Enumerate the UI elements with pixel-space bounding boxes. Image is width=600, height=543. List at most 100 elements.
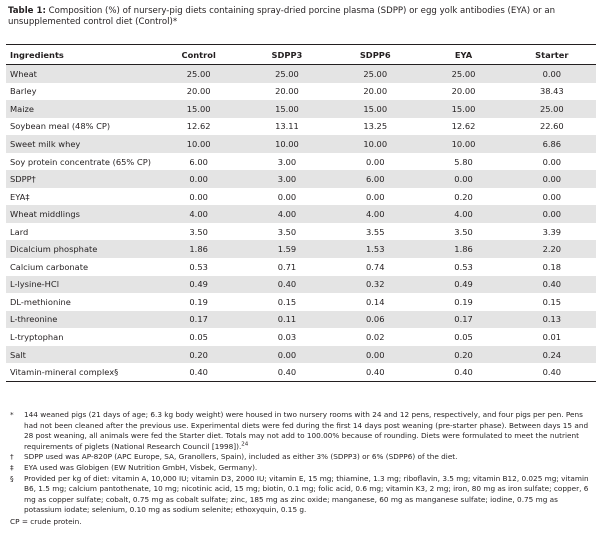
value-cell: 4.00 [331, 205, 420, 223]
table-row: EYA‡ 0.00 0.00 0.00 0.20 0.00 [6, 188, 596, 206]
value-cell: 25.00 [419, 64, 508, 83]
table-caption: Table 1: Composition (%) of nursery-pig … [8, 6, 596, 28]
column-header-sdpp6: SDPP6 [331, 44, 420, 65]
table-row: Wheat 25.00 25.00 25.00 25.00 0.00 [6, 64, 596, 83]
ingredient-label: SDPP† [6, 170, 155, 188]
table-row: Wheat middlings 4.00 4.00 4.00 4.00 0.00 [6, 205, 596, 223]
footnote: ‡ EYA used was Globigen (EW Nutrition Gmb… [8, 463, 592, 474]
value-cell: 0.20 [419, 345, 508, 364]
value-cell: 4.00 [419, 205, 508, 223]
value-cell: 0.24 [507, 345, 596, 364]
table-row: L-threonine 0.17 0.11 0.06 0.17 0.13 [6, 310, 596, 329]
table-row: SDPP† 0.00 3.00 6.00 0.00 0.00 [6, 170, 596, 188]
column-header-starter: Starter [507, 44, 596, 65]
value-cell: 20.00 [451, 86, 476, 97]
table-row: Salt 0.20 0.00 0.00 0.20 0.24 [6, 345, 596, 364]
value-cell: 0.53 [454, 261, 473, 272]
ingredient-label: Lard [10, 226, 29, 237]
value-cell: 0.05 [189, 331, 208, 342]
value-cell: 0.53 [189, 261, 208, 272]
value-cell: 15.00 [242, 100, 332, 118]
value-cell: 0.00 [507, 170, 596, 188]
value-cell: 15.00 [331, 100, 420, 118]
ingredient-label: Soy protein concentrate (65% CP) [10, 156, 151, 167]
table-caption-text: Composition (%) of nursery-pig diets con… [8, 6, 556, 27]
value-cell: 0.14 [366, 296, 385, 307]
footnote-text: Provided per kg of diet: vitamin A, 10,0… [24, 473, 589, 515]
value-cell: 3.39 [542, 226, 562, 237]
value-cell: 0.03 [277, 331, 297, 342]
value-cell: 0.17 [419, 310, 508, 329]
value-cell: 0.05 [454, 331, 473, 342]
value-cell: 5.80 [454, 156, 473, 167]
ingredient-label: Wheat middlings [6, 205, 155, 223]
ingredient-label: L-lysine-HCl [6, 275, 155, 294]
footnote-symbol: † [10, 452, 14, 462]
ingredient-label: Salt [6, 345, 155, 364]
value-cell: 0.00 [366, 191, 385, 202]
value-cell: 6.00 [331, 170, 420, 188]
value-cell: 0.19 [189, 296, 208, 307]
value-cell: 13.11 [275, 121, 299, 132]
table-row: Maize 15.00 15.00 15.00 15.00 25.00 [6, 100, 596, 118]
ingredient-label: EYA‡ [10, 191, 30, 202]
value-cell: 3.50 [189, 226, 208, 237]
value-cell: 12.62 [451, 121, 476, 132]
table-row: Lard 3.50 3.50 3.55 3.50 3.39 [6, 223, 596, 241]
value-cell: 22.60 [539, 121, 564, 132]
value-cell: 15.00 [419, 100, 508, 118]
value-cell: 1.86 [419, 240, 508, 259]
footnote: § Provided per kg of diet: vitamin A, 10,… [8, 474, 592, 516]
table-caption-label: Table 1: [8, 6, 46, 16]
value-cell: 0.49 [419, 275, 508, 294]
table-row: Sweet milk whey 10.00 10.00 10.00 10.00 6.86 [6, 135, 596, 153]
ingredient-label: Soybean meal (48% CP) [10, 121, 111, 132]
value-cell: 0.00 [242, 345, 332, 364]
value-cell: 1.86 [154, 240, 243, 259]
table-header-row: Ingredients Control SDPP3 SDPP6 EYA Starter [6, 44, 596, 65]
value-cell: 4.00 [242, 205, 332, 223]
value-cell: 10.00 [154, 135, 243, 153]
ingredient-label: DL-methionine [10, 296, 71, 307]
value-cell: 25.00 [507, 100, 596, 118]
value-cell: 0.40 [419, 363, 508, 382]
value-cell: 0.40 [154, 363, 243, 382]
value-cell: 0.17 [154, 310, 243, 329]
value-cell: 3.00 [277, 156, 297, 167]
value-cell: 6.00 [189, 156, 208, 167]
table-row: L-lysine-HCl 0.49 0.40 0.32 0.49 0.40 [6, 275, 596, 294]
value-cell: 0.74 [366, 261, 385, 272]
ingredient-label: Barley [10, 86, 37, 97]
value-cell: 0.00 [277, 191, 297, 202]
value-cell: 1.53 [331, 240, 420, 259]
table-row: Barley 20.00 20.00 20.00 20.00 38.43 [6, 83, 596, 101]
value-cell: 20.00 [186, 86, 211, 97]
table-footnotes: * 144 weaned pigs (21 days of age; 6.3 kg… [8, 410, 592, 528]
value-cell: 0.49 [154, 275, 243, 294]
footnote-reference: 24 [241, 441, 249, 448]
composition-table: Ingredients Control SDPP3 SDPP6 EYA Starter W… [6, 44, 596, 382]
value-cell: 0.40 [242, 363, 332, 382]
value-cell: 25.00 [331, 64, 420, 83]
footnote-symbol: * [10, 410, 14, 419]
table-row: L-tryptophan 0.05 0.03 0.02 0.05 0.01 [6, 328, 596, 346]
value-cell: 20.00 [275, 86, 299, 97]
value-cell: 0.40 [331, 363, 420, 382]
value-cell: 38.43 [539, 86, 564, 97]
value-cell: 6.86 [507, 135, 596, 153]
ingredient-label: Vitamin-mineral complex§ [6, 363, 155, 382]
value-cell: 10.00 [419, 135, 508, 153]
value-cell: 0.00 [507, 205, 596, 223]
value-cell: 3.00 [242, 170, 332, 188]
value-cell: 0.06 [331, 310, 420, 329]
value-cell: 4.00 [154, 205, 243, 223]
value-cell: 3.55 [366, 226, 385, 237]
value-cell: 0.11 [242, 310, 332, 329]
value-cell: 0.00 [507, 64, 596, 83]
value-cell: 25.00 [154, 64, 243, 83]
table-row: DL-methionine 0.19 0.15 0.14 0.19 0.15 [6, 293, 596, 311]
value-cell: 0.32 [331, 275, 420, 294]
value-cell: 0.01 [542, 331, 562, 342]
value-cell: 0.15 [277, 296, 297, 307]
